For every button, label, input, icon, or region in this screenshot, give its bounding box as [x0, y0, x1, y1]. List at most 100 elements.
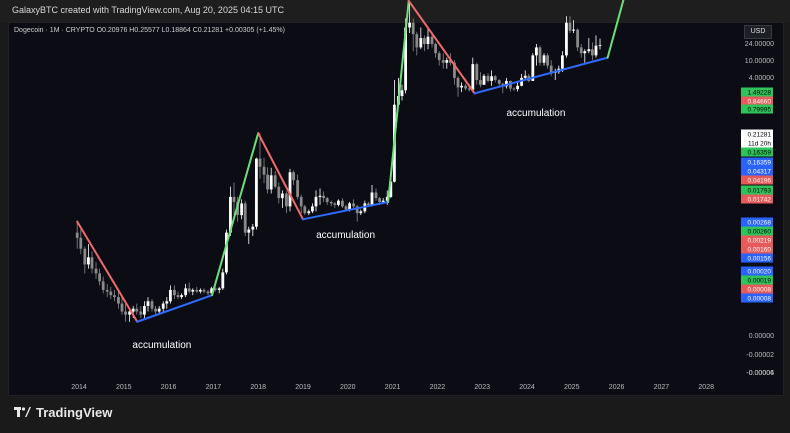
candle-body	[322, 195, 326, 199]
candle-body	[594, 45, 598, 56]
candle-body	[325, 198, 329, 203]
candles-layer	[75, 0, 602, 322]
candle-body	[117, 297, 120, 304]
candle-body	[497, 80, 501, 84]
x-tick-label: 2018	[250, 384, 266, 391]
price-label-box	[741, 87, 773, 97]
price-label-box	[741, 185, 773, 195]
candle-body	[367, 203, 370, 205]
candle-body	[269, 175, 273, 190]
candle-body	[336, 200, 340, 205]
candle-body	[560, 55, 564, 69]
candle-body	[206, 291, 210, 294]
price-label-box	[741, 217, 773, 227]
price-label-box	[741, 104, 773, 114]
candle-body	[445, 60, 449, 63]
top-bar: GalaxyBTC created with TradingView.com, …	[0, 0, 790, 22]
price-label-box	[741, 266, 773, 276]
candle-body	[531, 55, 535, 81]
accumulation-line-2023	[473, 56, 609, 95]
candle-body	[296, 180, 300, 197]
x-tick-label: 2022	[430, 384, 446, 391]
candle-body	[255, 158, 258, 227]
candle-body	[176, 295, 180, 298]
candle-body	[352, 203, 356, 207]
candle-body	[448, 60, 452, 63]
price-label-box	[741, 129, 773, 139]
candle-body	[139, 311, 143, 315]
candle-body	[587, 49, 591, 52]
candle-body	[87, 257, 90, 265]
candle-body	[243, 203, 247, 233]
candle-body	[359, 211, 363, 214]
price-label-box	[741, 96, 773, 106]
candle-body	[329, 202, 333, 204]
candle-body	[311, 206, 314, 212]
candle-body	[180, 295, 183, 298]
candle-body	[191, 289, 195, 292]
candle-body	[285, 193, 288, 207]
x-tick-label: 2015	[116, 384, 132, 391]
price-label-text: 0.00268	[748, 220, 772, 227]
x-tick-label: 2028	[698, 384, 714, 391]
price-label-box	[741, 166, 773, 176]
candle-body	[333, 203, 337, 205]
candle-body	[307, 211, 311, 214]
candle-body	[83, 248, 87, 265]
candle-body	[378, 198, 382, 203]
price-label-box	[741, 157, 773, 167]
chart-credit: GalaxyBTC created with TradingView.com, …	[12, 5, 284, 15]
candle-body	[512, 88, 516, 90]
candle-body	[400, 90, 404, 97]
price-label-text: 0.16359	[748, 160, 772, 167]
candle-body	[583, 51, 587, 54]
candle-body	[128, 311, 132, 315]
candle-body	[273, 175, 277, 187]
candle-body	[467, 88, 471, 90]
candle-body	[124, 311, 127, 315]
candle-body	[579, 47, 583, 54]
candle-body	[165, 301, 169, 304]
downtrend-line-2014	[76, 220, 139, 323]
candle-body	[535, 47, 538, 56]
chart-panel[interactable]	[8, 22, 784, 396]
candle-body	[195, 289, 199, 292]
y-tick-label: -0.00006	[746, 370, 774, 377]
x-tick-label: 2019	[295, 384, 311, 391]
candle-body	[389, 181, 393, 197]
annotations-layer: accumulation accumulation accumulation	[132, 108, 565, 351]
price-label-text: 0.00260	[748, 229, 772, 236]
candle-body	[598, 45, 602, 46]
candle-body	[98, 273, 102, 282]
price-label-text: 0.00008	[748, 287, 772, 294]
candle-body	[120, 303, 124, 312]
candle-body	[423, 38, 426, 45]
candle-body	[504, 80, 508, 87]
candle-body	[221, 272, 225, 289]
candle-body	[344, 206, 348, 210]
candle-body	[355, 206, 359, 214]
tradingview-brand[interactable]: TradingView	[14, 404, 112, 420]
candle-body	[411, 22, 415, 35]
candle-body	[549, 65, 553, 73]
bottom-bar	[0, 396, 790, 433]
price-label-box	[741, 175, 773, 185]
candle-body	[251, 226, 255, 230]
uptrend-line-2021	[387, 0, 410, 204]
candle-body	[229, 196, 232, 233]
candle-body	[109, 291, 113, 296]
currency-button[interactable]: USD	[744, 25, 772, 39]
candle-body	[426, 36, 430, 45]
candle-body	[475, 64, 479, 81]
candle-body	[516, 85, 519, 90]
candle-body	[479, 80, 482, 85]
candle-body	[303, 206, 307, 214]
candle-body	[157, 308, 161, 312]
candle-body	[168, 289, 172, 302]
price-label-box	[741, 138, 773, 148]
candle-body	[341, 200, 344, 207]
x-tick-label: 2023	[474, 384, 490, 391]
price-label-box	[741, 293, 773, 303]
